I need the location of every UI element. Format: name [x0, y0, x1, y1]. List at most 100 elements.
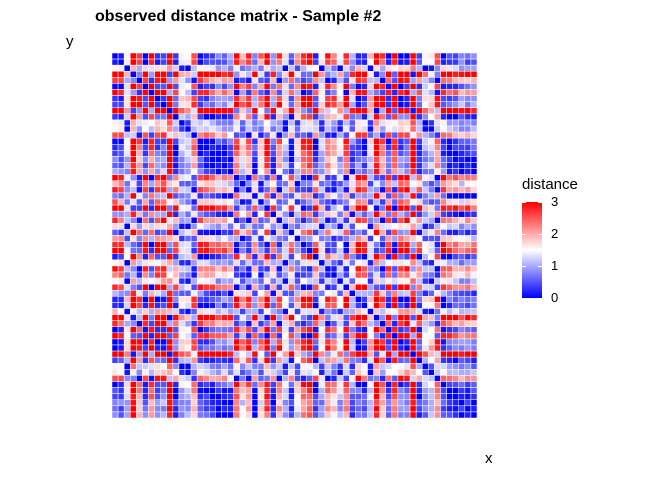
heatmap-cell — [221, 192, 228, 200]
heatmap-cell — [391, 235, 399, 242]
heatmap-cell — [251, 393, 259, 401]
heatmap-cell — [330, 156, 338, 163]
heatmap-cell — [355, 58, 362, 66]
heatmap-cell — [288, 387, 295, 394]
heatmap-cell — [391, 393, 399, 401]
heatmap-cell — [263, 229, 271, 236]
heatmap-cell — [367, 375, 374, 382]
heatmap-cell — [263, 308, 271, 315]
heatmap-cell — [373, 95, 380, 102]
heatmap-cell — [361, 369, 368, 376]
heatmap-cell — [422, 271, 429, 279]
heatmap-cell — [385, 332, 393, 340]
heatmap-cell — [361, 296, 368, 303]
heatmap-cell — [318, 83, 326, 90]
heatmap-cell — [324, 83, 332, 90]
heatmap-cell — [440, 405, 447, 413]
heatmap-cell — [361, 174, 368, 181]
heatmap-cell — [221, 125, 228, 133]
heatmap-cell — [336, 393, 344, 401]
heatmap-cell — [440, 247, 447, 254]
heatmap-cell — [397, 101, 405, 108]
heatmap-cell — [233, 52, 240, 60]
heatmap-cell — [245, 314, 253, 321]
heatmap-cell — [367, 150, 374, 157]
heatmap-cell — [324, 375, 332, 382]
heatmap-cell — [166, 210, 174, 218]
heatmap-cell — [397, 241, 405, 248]
heatmap-cell — [300, 204, 307, 212]
heatmap-cell — [397, 150, 405, 157]
heatmap-cell — [282, 283, 289, 291]
heatmap-cell — [239, 71, 247, 78]
heatmap-cell — [306, 405, 314, 413]
heatmap-cell — [458, 387, 466, 394]
heatmap-cell — [196, 58, 204, 66]
heatmap-cell — [318, 277, 326, 285]
heatmap-cell — [111, 247, 119, 254]
heatmap-cell — [434, 399, 441, 407]
heatmap-cell — [172, 77, 180, 84]
heatmap-cell — [130, 83, 137, 90]
heatmap-cell — [172, 314, 180, 321]
heatmap-cell — [117, 64, 125, 72]
heatmap-cell — [282, 174, 289, 181]
heatmap-cell — [269, 174, 277, 181]
heatmap-cell — [148, 350, 155, 358]
heatmap-cell — [336, 113, 344, 121]
heatmap-cell — [184, 162, 192, 169]
heatmap-cell — [184, 89, 192, 96]
heatmap-cell — [397, 137, 405, 145]
heatmap-cell — [373, 405, 380, 413]
heatmap-cell — [324, 71, 332, 78]
heatmap-cell — [251, 381, 259, 388]
heatmap-cell — [215, 332, 222, 340]
heatmap-cell — [452, 296, 460, 303]
heatmap-cell — [385, 217, 393, 224]
heatmap-cell — [117, 223, 125, 230]
heatmap-cell — [172, 119, 180, 127]
heatmap-cell — [282, 393, 289, 401]
heatmap-cell — [239, 107, 247, 115]
heatmap-cell — [367, 217, 374, 224]
heatmap-cell — [288, 290, 295, 297]
heatmap-cell — [452, 150, 460, 157]
heatmap-cell — [434, 405, 441, 413]
heatmap-cell — [403, 344, 411, 352]
heatmap-cell — [117, 302, 125, 309]
heatmap-cell — [415, 405, 423, 413]
heatmap-cell — [172, 223, 180, 230]
heatmap-cell — [269, 411, 277, 419]
heatmap-cell — [318, 387, 326, 394]
heatmap-cell — [142, 265, 149, 273]
heatmap-cell — [379, 113, 387, 121]
heatmap-cell — [245, 296, 253, 303]
heatmap-cell — [355, 150, 362, 157]
heatmap-cell — [318, 405, 326, 413]
heatmap-cell — [470, 144, 478, 151]
heatmap-cell — [117, 387, 125, 394]
heatmap-cell — [221, 399, 228, 407]
heatmap-cell — [166, 186, 174, 194]
heatmap-cell — [257, 259, 265, 267]
heatmap-cell — [397, 283, 405, 291]
heatmap-cell — [434, 344, 441, 352]
heatmap-cell — [428, 223, 435, 230]
heatmap-cell — [166, 223, 174, 230]
heatmap-cell — [166, 356, 174, 364]
heatmap-cell — [318, 320, 326, 328]
heatmap-cell — [209, 253, 216, 261]
heatmap-cell — [330, 137, 338, 145]
heatmap-cell — [227, 369, 234, 376]
heatmap-cell — [227, 144, 234, 151]
heatmap-cell — [403, 125, 411, 133]
heatmap-cell — [239, 95, 247, 102]
heatmap-cell — [123, 210, 131, 218]
heatmap-cell — [166, 381, 174, 388]
heatmap-cell — [397, 314, 405, 321]
heatmap-cell — [184, 229, 192, 236]
heatmap-cell — [440, 296, 447, 303]
heatmap-cell — [288, 350, 295, 358]
heatmap-cell — [312, 332, 320, 340]
heatmap-cell — [142, 58, 149, 66]
